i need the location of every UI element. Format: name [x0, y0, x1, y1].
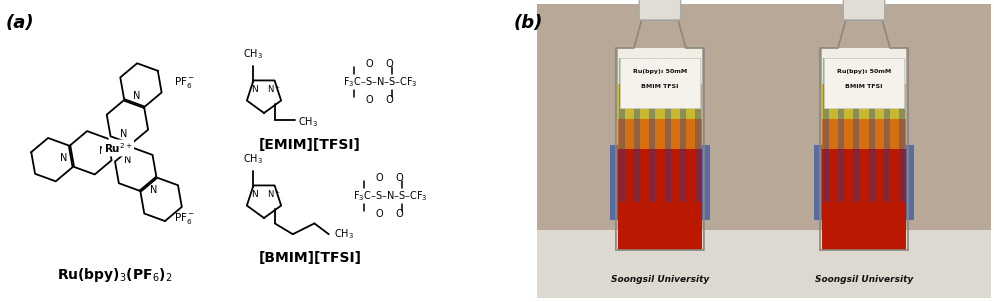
Bar — [902, 145, 913, 220]
Text: O    O: O O — [366, 59, 394, 69]
Bar — [617, 48, 701, 58]
Text: BMIM TFSI: BMIM TFSI — [640, 83, 678, 88]
Bar — [868, 58, 874, 202]
Text: Soongsil University: Soongsil University — [814, 275, 912, 284]
Text: PF$_6^-$: PF$_6^-$ — [174, 210, 195, 226]
Bar — [883, 58, 889, 202]
Bar — [618, 58, 624, 202]
Text: N: N — [250, 85, 257, 94]
Text: PF$_6^-$: PF$_6^-$ — [174, 75, 195, 89]
Bar — [633, 58, 639, 202]
Text: [BMIM][TFSI]: [BMIM][TFSI] — [258, 251, 361, 265]
Bar — [653, 145, 665, 220]
Text: N: N — [133, 91, 140, 101]
Text: BMIM TFSI: BMIM TFSI — [845, 83, 882, 88]
Bar — [835, 145, 847, 220]
Bar — [649, 58, 655, 202]
Text: N: N — [124, 155, 131, 165]
Bar — [821, 149, 906, 250]
Bar — [823, 58, 904, 108]
Text: Ru(bpy)₃ 50mM: Ru(bpy)₃ 50mM — [836, 69, 891, 75]
Bar — [821, 84, 906, 119]
Text: N: N — [149, 185, 157, 195]
Bar — [609, 145, 621, 220]
FancyBboxPatch shape — [638, 0, 680, 20]
Bar — [899, 58, 905, 202]
Text: N: N — [60, 153, 68, 162]
Text: Soongsil University: Soongsil University — [610, 275, 709, 284]
Text: N: N — [250, 190, 257, 199]
Text: CH$_3$: CH$_3$ — [243, 47, 263, 61]
Bar — [537, 4, 990, 298]
Text: O    O: O O — [376, 209, 404, 219]
FancyBboxPatch shape — [843, 0, 884, 20]
Bar — [697, 145, 709, 220]
Text: CH$_3$: CH$_3$ — [298, 115, 318, 129]
Bar — [631, 145, 643, 220]
Text: (b): (b) — [513, 14, 543, 32]
Bar — [857, 145, 869, 220]
Text: F$_3$C–S–N–S–CF$_3$: F$_3$C–S–N–S–CF$_3$ — [352, 189, 426, 203]
Bar — [617, 119, 701, 149]
Text: Ru(bpy)$_3$(PF$_6$)$_2$: Ru(bpy)$_3$(PF$_6$)$_2$ — [58, 266, 173, 284]
Bar — [675, 145, 687, 220]
Bar — [879, 145, 891, 220]
Text: Ru$^{2+}$: Ru$^{2+}$ — [103, 141, 132, 155]
Text: CH$_3$: CH$_3$ — [243, 152, 263, 166]
Bar — [537, 230, 990, 298]
Text: Soongsil: Soongsil — [638, 242, 670, 250]
Bar — [837, 58, 843, 202]
Bar — [821, 119, 906, 149]
Text: N: N — [99, 146, 106, 156]
Text: (a): (a) — [6, 14, 35, 32]
Text: F$_3$C–S–N–S–CF$_3$: F$_3$C–S–N–S–CF$_3$ — [342, 75, 416, 89]
Text: Soongsil: Soongsil — [842, 242, 875, 250]
Bar — [617, 149, 701, 250]
Bar — [853, 58, 859, 202]
Text: O    O: O O — [366, 95, 394, 105]
Bar — [822, 58, 828, 202]
Text: Ru(bpy)₃ 50mM: Ru(bpy)₃ 50mM — [632, 69, 686, 75]
Text: [EMIM][TFSI]: [EMIM][TFSI] — [258, 138, 361, 152]
Text: N$^+$: N$^+$ — [266, 84, 280, 95]
Bar — [821, 48, 906, 58]
Text: O    O: O O — [376, 173, 404, 183]
Bar — [679, 58, 685, 202]
Bar — [694, 58, 700, 202]
Text: N: N — [119, 129, 127, 139]
Bar — [664, 58, 670, 202]
Text: CH$_3$: CH$_3$ — [334, 227, 354, 241]
Bar — [617, 58, 701, 84]
Text: N$^+$: N$^+$ — [266, 189, 280, 201]
Bar — [821, 58, 906, 84]
Bar — [813, 145, 825, 220]
Bar — [617, 84, 701, 119]
Bar — [619, 58, 699, 108]
